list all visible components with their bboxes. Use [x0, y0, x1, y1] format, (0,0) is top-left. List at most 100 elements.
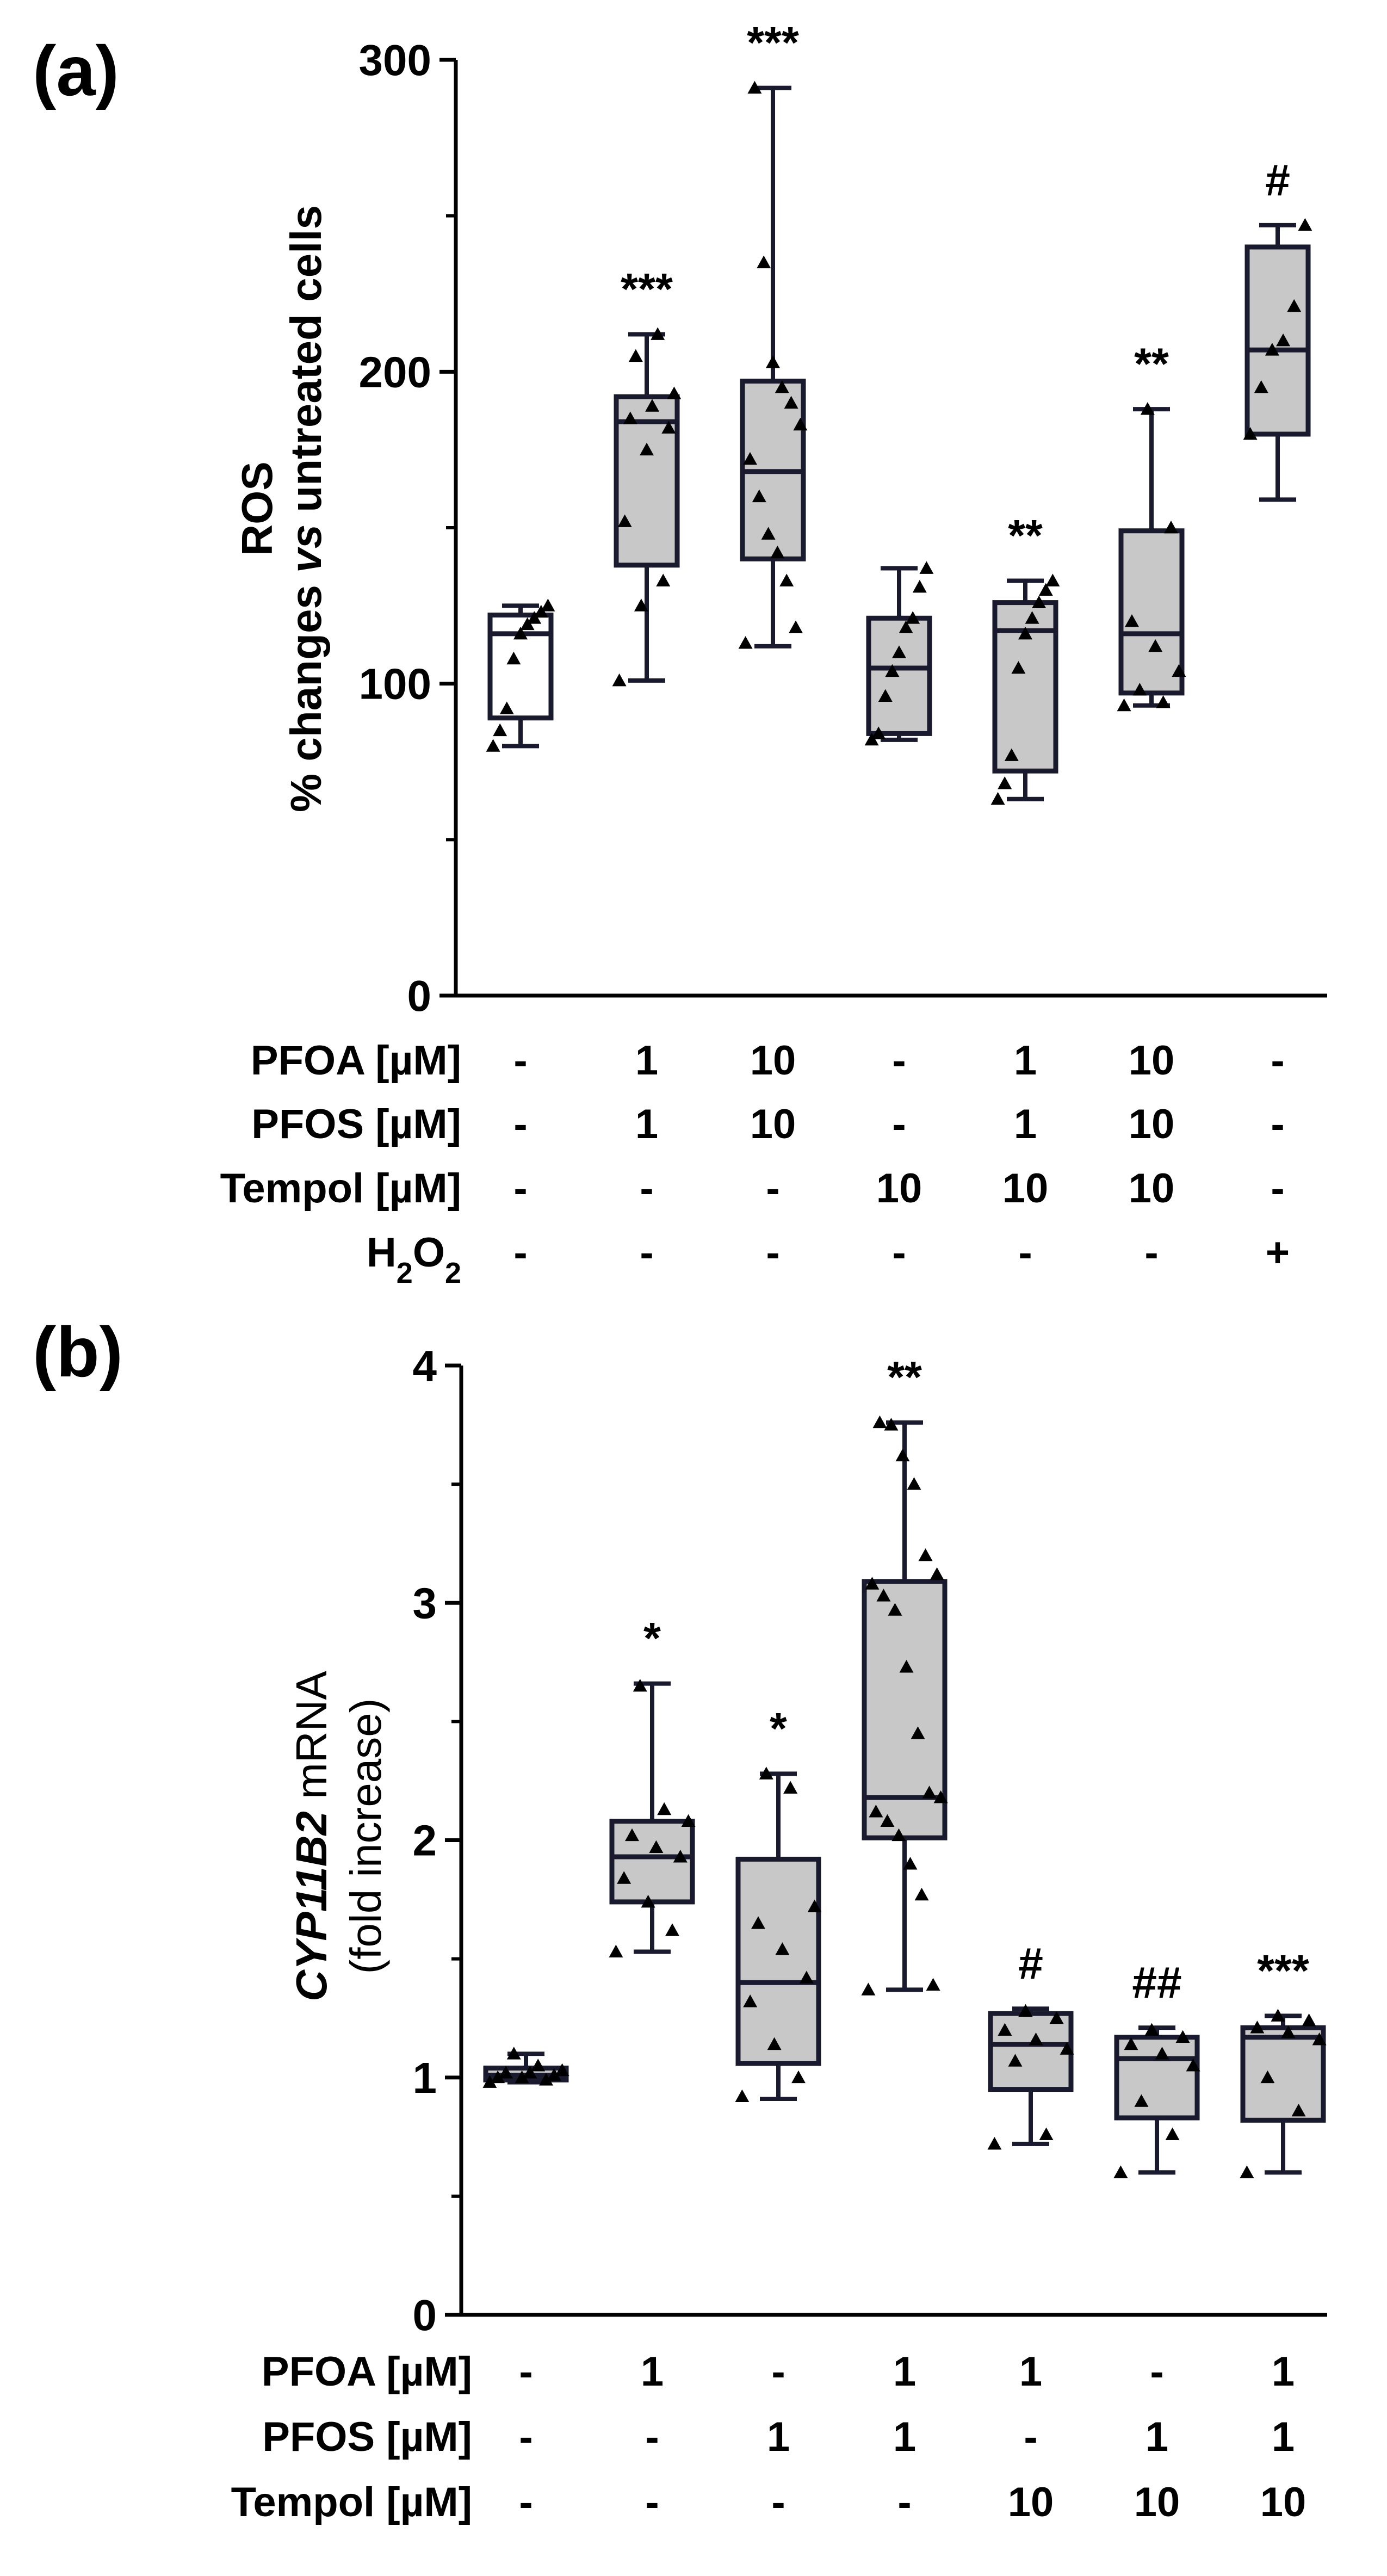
row-value: 10 — [1129, 1037, 1175, 1084]
data-point — [523, 2066, 537, 2079]
data-point — [922, 1786, 937, 1799]
data-point — [1060, 2042, 1074, 2055]
significance-label: * — [643, 1614, 661, 1664]
data-point — [1298, 218, 1312, 231]
data-point — [625, 1828, 639, 1842]
data-point — [747, 81, 762, 94]
row-value: 10 — [1260, 2479, 1306, 2525]
data-point — [912, 579, 927, 593]
row-value: 1 — [893, 2414, 916, 2460]
data-point — [888, 1603, 902, 1616]
data-point — [612, 673, 627, 687]
data-point — [1287, 299, 1302, 312]
data-point — [752, 489, 766, 503]
significance-label: *** — [747, 18, 799, 68]
b-ytick-label-2: 2 — [413, 1817, 437, 1865]
data-point — [783, 1781, 798, 1794]
data-point — [1049, 2011, 1064, 2024]
b-group-1 — [482, 2047, 569, 2088]
b-ytick-label-4: 4 — [413, 1342, 437, 1390]
data-point — [499, 701, 514, 714]
data-point — [1004, 748, 1019, 761]
data-point — [539, 2073, 553, 2086]
data-point — [645, 399, 660, 412]
data-point — [885, 664, 900, 677]
data-point — [775, 1942, 790, 1955]
b-group-4: ** — [861, 1353, 948, 1996]
panel-b-ylabel-mrna: mRNA — [287, 1671, 336, 1811]
b-ytick-label-3: 3 — [413, 1579, 437, 1627]
row-value: 10 — [1129, 1101, 1175, 1147]
row-label: PFOA [µM] — [251, 1037, 461, 1084]
data-point — [667, 386, 682, 399]
significance-label: ** — [1008, 511, 1043, 560]
data-point — [1186, 2058, 1200, 2072]
row-label: H2O2 — [367, 1230, 461, 1289]
row-value: - — [640, 1230, 653, 1276]
data-point — [1240, 2165, 1254, 2178]
row-value: - — [1271, 1101, 1284, 1147]
data-point — [617, 1871, 631, 1884]
data-point — [766, 355, 780, 368]
data-point — [651, 327, 665, 340]
significance-label: *** — [621, 265, 673, 314]
data-point — [623, 411, 637, 424]
panel-a-axes: 0 100 200 300 — [359, 36, 1327, 1020]
panel-b-axes: 0 1 2 3 4 — [413, 1342, 1327, 2339]
row-value: + — [1266, 1230, 1290, 1276]
data-point — [515, 2070, 529, 2084]
iqr-box — [866, 615, 932, 736]
data-point — [869, 1805, 883, 1818]
data-point — [617, 514, 632, 527]
data-point — [531, 2058, 546, 2072]
data-point — [1302, 2013, 1316, 2027]
panel-a-ylabel-line2-pre: % changes — [282, 573, 330, 812]
row-label: PFOS [µM] — [251, 1101, 461, 1147]
data-point — [735, 2089, 750, 2103]
b-table-row-1: PFOA [µM] - 1 - 1 1 - 1 — [262, 2349, 1295, 2395]
row-value: - — [640, 1165, 653, 1212]
data-point — [1291, 2103, 1306, 2117]
row-value: - — [513, 1101, 527, 1147]
data-point — [914, 1887, 929, 1901]
row-value: - — [766, 1165, 779, 1212]
panel-b-boxes: ****# ## *** — [482, 1353, 1327, 2178]
row-label: Tempol [µM] — [220, 1165, 461, 1212]
data-point — [1140, 402, 1155, 415]
data-point — [926, 1978, 940, 1991]
b-ytick-label-0: 0 — [413, 2291, 437, 2339]
iqr-box — [988, 2011, 1074, 2092]
data-point — [743, 452, 757, 465]
significance-label: # — [1018, 1939, 1043, 1988]
data-point — [743, 1994, 758, 2007]
row-value: 10 — [1002, 1165, 1049, 1212]
panel-a-boxes: **********# — [486, 18, 1312, 805]
b-ytick-label-1: 1 — [413, 2054, 437, 2102]
data-point — [799, 1970, 814, 1984]
data-point — [933, 1790, 948, 1803]
data-point — [767, 2037, 782, 2050]
data-point — [1281, 2025, 1296, 2038]
row-value: - — [897, 2479, 911, 2525]
data-point — [751, 1916, 765, 1929]
significance-label: * — [770, 1704, 787, 1753]
b-table-row-3: Tempol [µM] - - - - 10 10 10 — [231, 2479, 1306, 2525]
iqr-box — [1118, 528, 1185, 696]
significance-label: *** — [1257, 1946, 1309, 1996]
row-value: 1 — [1145, 2414, 1168, 2460]
iqr-box — [609, 1819, 695, 1905]
row-value: - — [1150, 2349, 1163, 2395]
row-value: - — [519, 2414, 532, 2460]
data-point — [892, 645, 906, 658]
data-point — [541, 598, 555, 611]
data-point — [884, 1418, 899, 1431]
data-point — [793, 417, 808, 431]
data-point — [1254, 380, 1268, 393]
a-group-1 — [486, 598, 555, 752]
data-point — [784, 396, 798, 409]
data-point — [907, 1477, 921, 1490]
data-point — [770, 545, 785, 559]
data-point — [807, 1899, 822, 1913]
row-label: PFOA [µM] — [262, 2349, 472, 2395]
